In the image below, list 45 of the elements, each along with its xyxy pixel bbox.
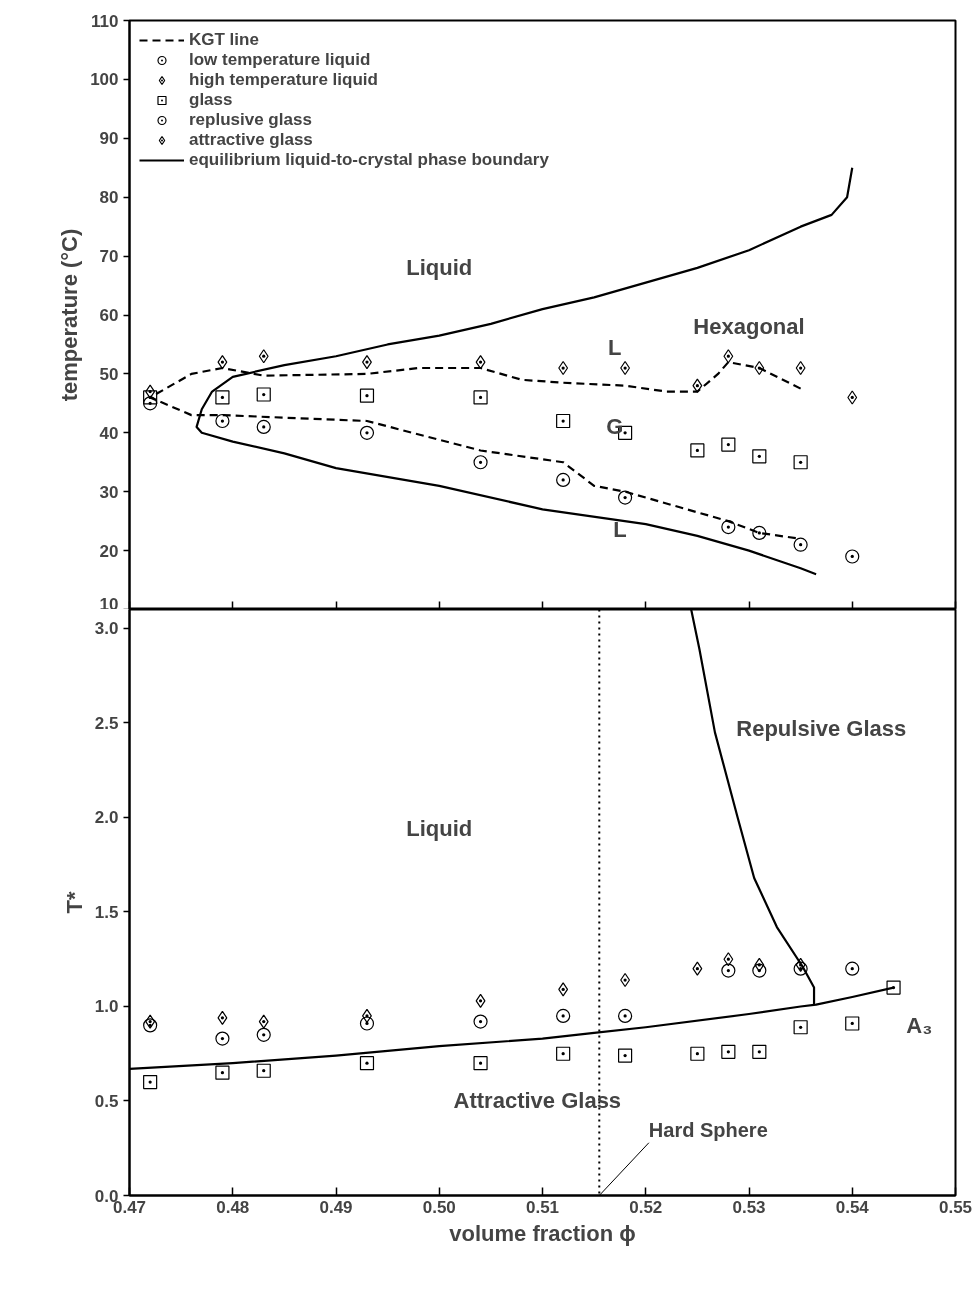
y-tick-label: 110 [91, 11, 119, 31]
annotation: Hexagonal [693, 314, 805, 340]
annotation: Attractive Glass [453, 1088, 622, 1114]
y-tick-label: 30 [99, 482, 119, 502]
x-tick-label: 0.51 [525, 1197, 560, 1217]
annotation: L [613, 517, 627, 543]
annotation: L [608, 334, 622, 360]
annotation: Liquid [406, 255, 473, 281]
y-tick-label: 20 [99, 541, 119, 561]
y-tick-label: 100 [90, 70, 119, 90]
y-tick-label: 1.5 [94, 902, 119, 922]
y-tick-label: 2.5 [94, 713, 119, 733]
annotation: A₃ [906, 1012, 933, 1038]
y-axis-title: temperature (°C) [57, 228, 83, 402]
y-tick-label: 3.0 [94, 619, 119, 639]
x-tick-label: 0.54 [835, 1197, 870, 1217]
legend-label: KGT line [189, 30, 259, 50]
legend-label: low temperature liquid [189, 50, 371, 70]
y-tick-label: 50 [99, 364, 119, 384]
x-tick-label: 0.50 [422, 1197, 456, 1217]
y-tick-label: 10 [99, 594, 119, 614]
x-tick-label: 0.53 [732, 1197, 766, 1217]
legend-label: high temperature liquid [189, 70, 378, 90]
legend-label: glass [189, 90, 233, 110]
y-tick-label: 60 [99, 306, 119, 325]
ref-line-label: Hard Sphere [648, 1118, 768, 1141]
x-axis-title: volume fraction ϕ [449, 1220, 636, 1246]
y-tick-label: 40 [99, 423, 119, 443]
legend-label: replusive glass [189, 110, 312, 130]
y-tick-label: 2.0 [94, 808, 119, 828]
x-tick-label: 0.49 [319, 1197, 353, 1217]
y-tick-label: 1.0 [94, 997, 119, 1017]
annotation: Repulsive Glass [736, 716, 907, 742]
y-tick-label: 0.5 [94, 1091, 119, 1111]
y-tick-label: 70 [99, 247, 119, 267]
y-tick-label: 80 [99, 188, 119, 208]
annotation: Liquid [406, 816, 473, 842]
annotation: G [606, 414, 624, 440]
legend-label: equilibrium liquid-to-crystal phase boundary [189, 150, 549, 170]
legend-label: attractive glass [189, 130, 313, 150]
x-tick-label: 0.55 [938, 1197, 973, 1217]
x-tick-label: 0.52 [629, 1197, 663, 1217]
y-axis-title: T* [61, 891, 87, 914]
x-tick-label: 0.48 [216, 1197, 250, 1217]
y-tick-label: 90 [99, 129, 119, 149]
